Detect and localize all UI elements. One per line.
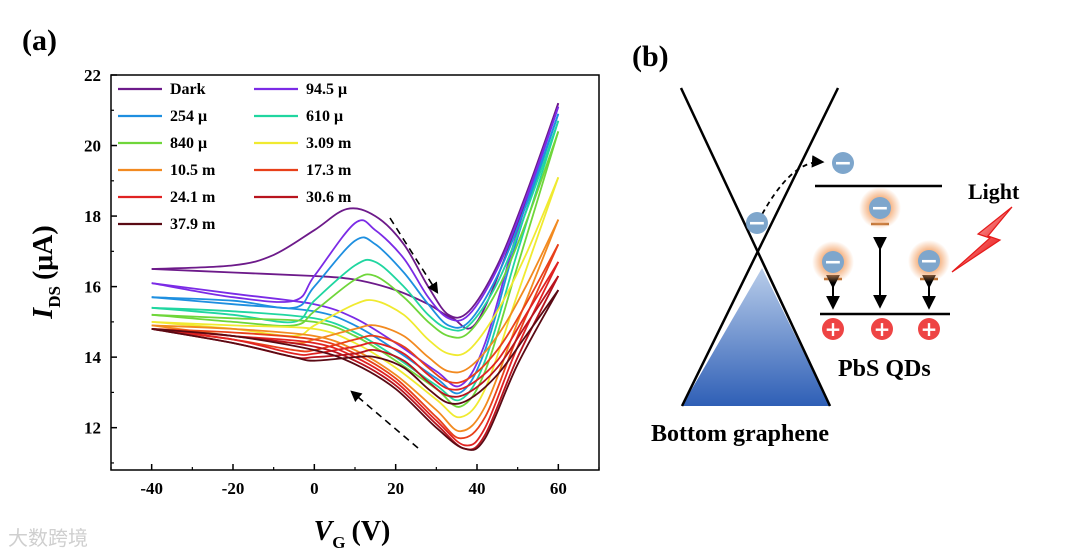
x-axis-title: VG (V): [314, 516, 391, 552]
x-tick-label: 40: [469, 479, 486, 498]
svg-text:−: −: [748, 211, 766, 236]
legend-label: 254 μ: [170, 108, 207, 125]
hole-3: +: [918, 317, 940, 341]
series-8-backward-line: [151, 261, 560, 447]
sweep-forward-arrow: [389, 217, 439, 294]
x-tick-label: -40: [140, 479, 163, 498]
legend-label: 3.09 m: [306, 135, 352, 152]
svg-text:−: −: [871, 196, 889, 221]
x-tick-label: 0: [310, 479, 319, 498]
svg-text:+: +: [874, 317, 891, 341]
svg-text:−: −: [834, 151, 852, 176]
x-tick-label: 60: [550, 479, 567, 498]
series-5-backward-line: [151, 177, 560, 419]
bottom-graphene-label: Bottom graphene: [651, 421, 829, 447]
electron-trap-1: −: [869, 196, 891, 221]
legend-label: 94.5 μ: [306, 81, 347, 98]
hole-2: +: [871, 317, 893, 341]
dirac-cone-line-right: [680, 87, 840, 407]
series-3-forward-line: [151, 120, 560, 332]
band-diagram: − − − − − + + +: [651, 87, 1020, 447]
filled-dirac-cone: [682, 268, 830, 406]
series-2-forward-line: [151, 113, 560, 329]
electron-graphene: −: [746, 211, 768, 236]
svg-text:−: −: [920, 249, 938, 274]
electron-transferred: −: [832, 151, 854, 176]
chart-axes: -40 -20 0 20 40 60 12 14 16 18 20 22: [84, 66, 600, 498]
x-tick-label: 20: [387, 479, 404, 498]
hole-1: +: [822, 317, 844, 341]
y-tick-label: 16: [84, 278, 101, 297]
legend-label: 10.5 m: [170, 162, 216, 179]
legend-label: 37.9 m: [170, 216, 216, 233]
series-0-forward-line: [151, 102, 560, 319]
y-tick-label: 18: [84, 207, 101, 226]
legend-label: Dark: [170, 81, 206, 98]
sweep-backward-arrow: [350, 390, 419, 449]
series-1-backward-line: [151, 106, 560, 388]
series-1-forward-line: [151, 106, 560, 322]
series-4-forward-line: [151, 131, 560, 339]
light-bolt-icon: [951, 206, 1013, 273]
series-10-backward-line: [151, 289, 560, 451]
y-axis-title: IDS(μA): [28, 225, 64, 319]
series-7-backward-line: [151, 243, 560, 440]
dirac-cone-line-left: [679, 87, 832, 407]
svg-text:+: +: [921, 317, 938, 341]
x-tick-label: -20: [222, 479, 245, 498]
panel-b-label: (b): [632, 40, 669, 73]
svg-text:−: −: [824, 250, 842, 275]
series-10-forward-line: [151, 289, 560, 405]
series-6-backward-line: [151, 219, 560, 433]
electron-transfer-arrow: [757, 155, 825, 223]
y-tick-label: 12: [84, 419, 101, 438]
y-tick-label: 22: [84, 66, 101, 85]
legend-label: 840 μ: [170, 135, 207, 152]
pbs-qds-label: PbS QDs: [838, 356, 931, 382]
series-9-backward-line: [151, 275, 560, 451]
series-3-backward-line: [151, 120, 560, 402]
y-tick-label: 20: [84, 137, 101, 156]
svg-text:+: +: [825, 317, 842, 341]
legend-label: 24.1 m: [170, 189, 216, 206]
series-8-forward-line: [151, 261, 560, 391]
light-label: Light: [968, 179, 1020, 204]
watermark-text: 大数跨境: [8, 526, 88, 550]
chart-curves: [151, 102, 560, 451]
legend-label: 30.6 m: [306, 189, 352, 206]
series-7-forward-line: [151, 243, 560, 384]
y-tick-label: 14: [84, 348, 102, 367]
electron-trap-3: −: [918, 249, 940, 274]
legend-label: 610 μ: [306, 108, 343, 125]
panel-a-label: (a): [22, 24, 57, 57]
series-0-backward-line: [151, 102, 560, 330]
electron-trap-2: −: [822, 250, 844, 275]
legend-label: 17.3 m: [306, 162, 352, 179]
chart-legend: Dark 94.5 μ 254 μ 610 μ 840 μ 3.09 m 10.5 m 17.…: [118, 81, 352, 233]
